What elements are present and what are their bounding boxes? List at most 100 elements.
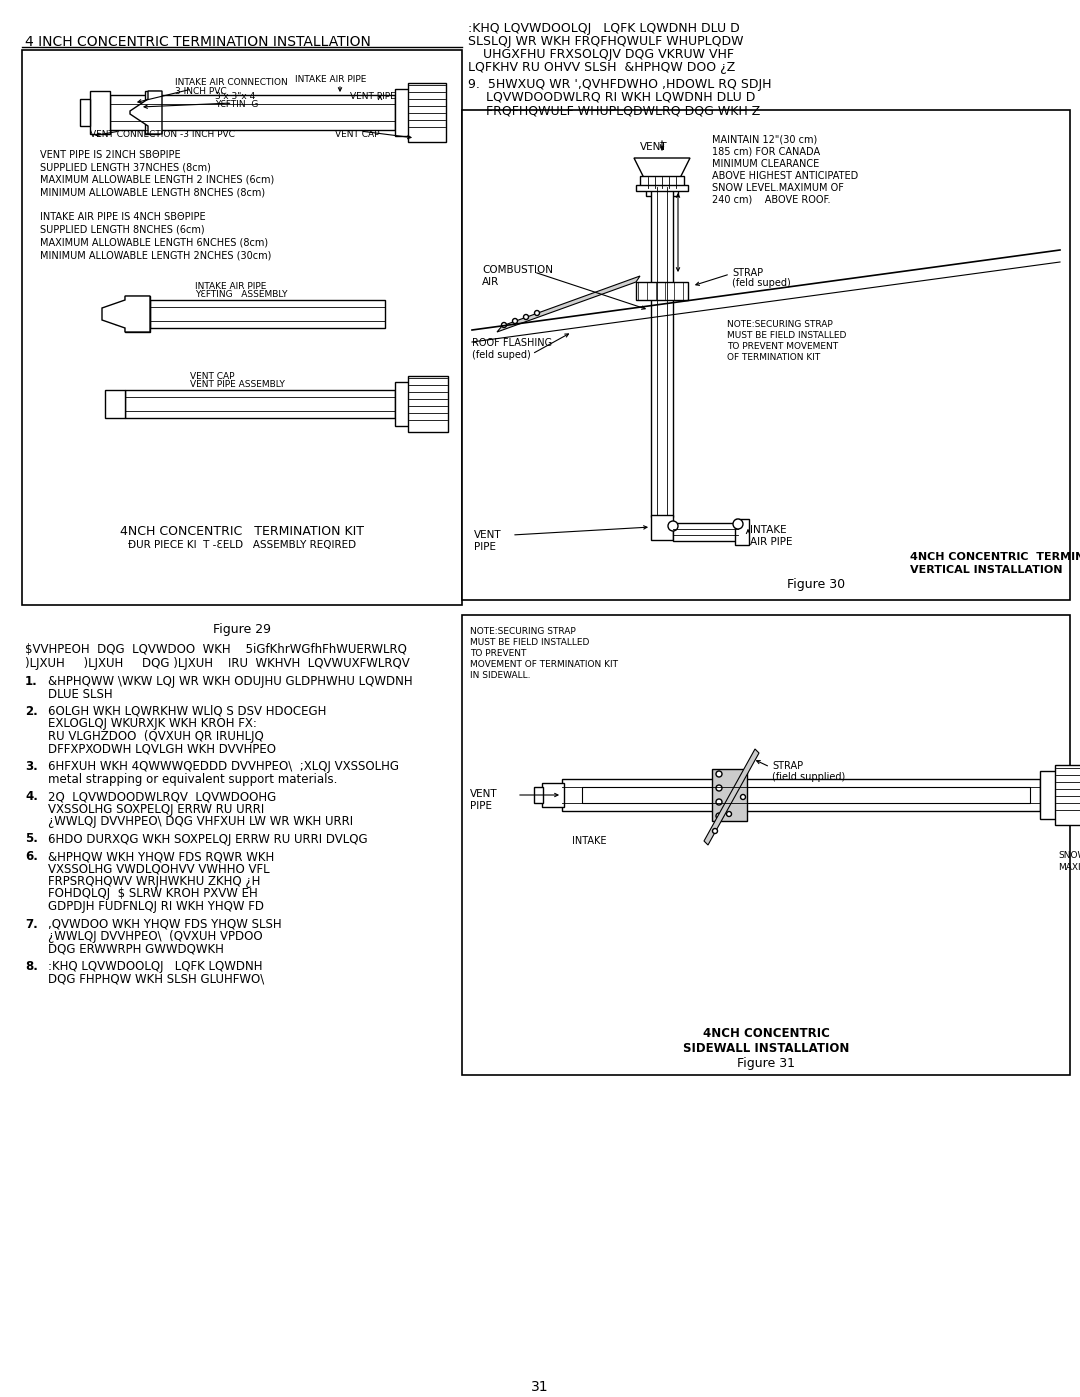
Text: VXSSOLHG SOXPELQJ ERRW RU URRI: VXSSOLHG SOXPELQJ ERRW RU URRI [48,802,268,816]
Text: YƐFTIN  G: YƐFTIN G [215,101,258,109]
Text: 6.: 6. [25,849,38,863]
Text: 4NCH CONCENTRIC   TERMINATION KIT: 4NCH CONCENTRIC TERMINATION KIT [120,525,364,538]
Text: &HPHQWW \WKW LQJ WR WKH ODUJHU GLDPHWHU LQWDNH: &HPHQWW \WKW LQJ WR WKH ODUJHU GLDPHWHU … [48,675,413,687]
Text: 4 INCH CONCENTRIC TERMINATION INSTALLATION: 4 INCH CONCENTRIC TERMINATION INSTALLATI… [25,35,370,49]
Circle shape [727,812,731,816]
Text: 31: 31 [531,1380,549,1394]
Text: 240 cm)    ABOVE ROOF.: 240 cm) ABOVE ROOF. [712,196,831,205]
Text: GDPDJH FUDFNLQJ RI WKH YHQW FD: GDPDJH FUDFNLQJ RI WKH YHQW FD [48,900,264,914]
Text: MINIMUM ALLOWABLE LENGTH 2NCHES (30cm): MINIMUM ALLOWABLE LENGTH 2NCHES (30cm) [40,250,271,260]
Bar [673,522,738,541]
Bar [105,390,125,418]
Text: MUST BE FIELD INSTALLED: MUST BE FIELD INSTALLED [470,638,590,647]
Text: ABOVE HIGHEST ANTICIPATED: ABOVE HIGHEST ANTICIPATED [712,170,859,182]
Text: ¿WWLQJ DVVHPEO\ DQG VHFXUH LW WR WKH URRI: ¿WWLQJ DVVHPEO\ DQG VHFXUH LW WR WKH URR… [48,814,353,828]
Text: MUST BE FIELD INSTALLED: MUST BE FIELD INSTALLED [727,331,847,339]
Text: Figure 31: Figure 31 [737,1058,795,1070]
Text: IN SIDEWALL.: IN SIDEWALL. [470,671,530,680]
Circle shape [741,795,745,799]
Text: INTAKE AIR PIPE IS 4NCH SBΘPIPE: INTAKE AIR PIPE IS 4NCH SBΘPIPE [40,212,205,222]
Bar [735,520,750,545]
Bar [150,300,384,328]
Text: STRAP: STRAP [732,268,764,278]
Text: PIPE: PIPE [474,542,496,552]
Text: INTAKE AIR PIPE: INTAKE AIR PIPE [295,75,366,84]
Text: 185 cm) FOR CANADA: 185 cm) FOR CANADA [712,147,820,156]
Text: metal strapping or equivalent support materials.: metal strapping or equivalent support ma… [48,773,337,785]
Bar [114,305,126,324]
Text: RU VLGHZDOO  (QVXUH QR IRUHLJQ: RU VLGHZDOO (QVXUH QR IRUHLJQ [48,731,268,743]
Text: 3 INCH PVC: 3 INCH PVC [175,87,227,96]
Text: AIR: AIR [482,277,499,286]
Text: ROOF FLASHING: ROOF FLASHING [472,338,552,348]
Text: 8.: 8. [25,960,38,972]
Text: LQFKHV RU OHVV SLSH  &HPHQW DOO ¿Z: LQFKHV RU OHVV SLSH &HPHQW DOO ¿Z [468,61,735,74]
Text: MINIMUM ALLOWABLE LENGTH 8NCHES (8cm): MINIMUM ALLOWABLE LENGTH 8NCHES (8cm) [40,187,265,197]
Circle shape [713,828,717,834]
Text: STRAP: STRAP [772,761,804,771]
Text: 4.: 4. [25,789,38,803]
Text: SUPPLIED LENGTH 8NCHES (6cm): SUPPLIED LENGTH 8NCHES (6cm) [40,225,204,235]
Text: MAINTAIN 12"(30 cm): MAINTAIN 12"(30 cm) [712,136,818,145]
Bar [636,184,688,191]
Text: VENT CONNECTION -3 INCH PVC: VENT CONNECTION -3 INCH PVC [90,130,234,138]
Text: 2.: 2. [25,705,38,718]
Text: DQG FHPHQW WKH SLSH GLUHFWO\: DQG FHPHQW WKH SLSH GLUHFWO\ [48,972,265,985]
Text: VENT: VENT [640,142,667,152]
Polygon shape [130,91,162,134]
Text: TO PREVENT: TO PREVENT [470,650,526,658]
Text: EXLOGLQJ WKURXJK WKH KROH FX:: EXLOGLQJ WKURXJK WKH KROH FX: [48,718,260,731]
Polygon shape [634,158,690,177]
Text: INTAKE: INTAKE [750,525,786,535]
Circle shape [716,813,723,819]
Text: $VVHPEOH  DQG  LQVWDOO  WKH    5iGfKhrWGfhFhWUERWLRQ: $VVHPEOH DQG LQVWDOO WKH 5iGfKhrWGfhFhWU… [25,643,407,657]
Text: 6HDO DURXQG WKH SOXPELQJ ERRW RU URRI DVLQG: 6HDO DURXQG WKH SOXPELQJ ERRW RU URRI DV… [48,833,367,845]
Circle shape [669,521,678,531]
Text: MAXIMUM ALLOWABLE LENGTH 2 INCHES (6cm): MAXIMUM ALLOWABLE LENGTH 2 INCHES (6cm) [40,175,274,184]
Text: MINIMUM CLEARANCE: MINIMUM CLEARANCE [712,159,820,169]
Bar [636,282,688,300]
Text: FOHDQLQJ  $ SLRW KROH PXVW EH: FOHDQLQJ $ SLRW KROH PXVW EH [48,887,261,901]
Text: AIR PIPE: AIR PIPE [750,536,793,548]
Text: VENT PIPE IS 2ΙNCH SBΘPIPE: VENT PIPE IS 2ΙNCH SBΘPIPE [40,149,180,161]
Bar [651,187,673,517]
Text: 1.: 1. [25,675,38,687]
Text: SNOW LEVEL.MAXIMUM OF: SNOW LEVEL.MAXIMUM OF [712,183,843,193]
Bar [80,99,90,126]
Text: MAXIMUM ALLOWABLE LENGTH 6NCHES (8cm): MAXIMUM ALLOWABLE LENGTH 6NCHES (8cm) [40,237,268,247]
Bar [22,50,462,605]
Text: 6HFXUH WKH 4QWWWQEDDD DVVHPEO\  ;XLQJ VXSSOLHG: 6HFXUH WKH 4QWWWQEDDD DVVHPEO\ ;XLQJ VXS… [48,760,399,773]
Text: (feld suped): (feld suped) [732,278,791,288]
Text: 5.: 5. [25,833,38,845]
Text: 4NCH CONCENTRIC: 4NCH CONCENTRIC [703,1027,829,1039]
Circle shape [513,319,517,324]
Bar [582,787,1030,803]
Text: TO PREVENT MOVEMENT: TO PREVENT MOVEMENT [727,342,838,351]
Bar [125,390,395,418]
Text: UHGXFHU FRXSOLQJV DQG VKRUW VHF: UHGXFHU FRXSOLQJV DQG VKRUW VHF [483,47,734,61]
Bar [542,782,564,807]
Polygon shape [102,296,150,332]
Circle shape [716,785,723,791]
Bar [145,91,159,134]
Text: &HPHQW WKH YHQW FDS RQWR WKH: &HPHQW WKH YHQW FDS RQWR WKH [48,849,278,863]
Text: DQG ERWWRPH GWWDQWKH: DQG ERWWRPH GWWDQWKH [48,943,224,956]
Text: NOTE:SECURING STRAP: NOTE:SECURING STRAP [727,320,833,330]
Text: 9.  5HWXUQ WR ',QVHFDWHO ,HDOWL RQ SDJH: 9. 5HWXUQ WR ',QVHFDWHO ,HDOWL RQ SDJH [468,78,771,91]
Bar [408,82,446,142]
Polygon shape [497,277,640,332]
Bar [651,515,673,541]
Bar [395,89,409,136]
Bar [395,381,409,426]
Bar [408,376,448,432]
Text: OF TERMINATION KIT: OF TERMINATION KIT [727,353,820,362]
Text: DFFXPXODWH LQVLGH WKH DVVHPEO: DFFXPXODWH LQVLGH WKH DVVHPEO [48,742,276,756]
Text: VENT CAP: VENT CAP [335,130,379,138]
Bar [90,91,110,134]
Text: VERTICAL INSTALLATION: VERTICAL INSTALLATION [910,564,1063,576]
Text: SIDEWALL INSTALLATION: SIDEWALL INSTALLATION [683,1042,849,1055]
Bar [110,95,395,130]
Bar [125,296,150,332]
Text: FRQFHQWULF WHUPLQDWLRQ DQG WKH Z: FRQFHQWULF WHUPLQDWLRQ DQG WKH Z [486,103,760,117]
Text: (feld suped): (feld suped) [472,351,530,360]
